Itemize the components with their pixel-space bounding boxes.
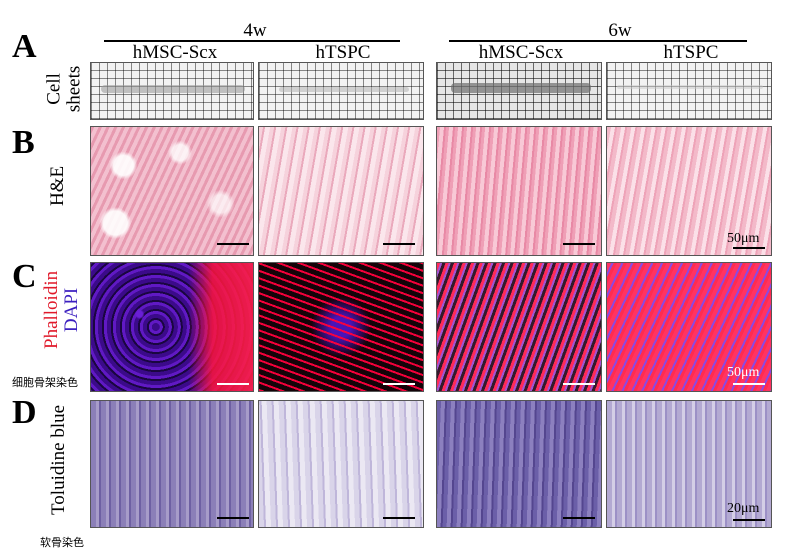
scale-label-he: 50μm [727, 231, 760, 246]
toluidine-image-hmsc-scx-6w [436, 400, 602, 528]
row-label-he-wrap: H&E [28, 166, 88, 206]
he-image-hmsc-scx-4w [90, 126, 254, 256]
toluidine-image-htspc-6w: 20μm [606, 400, 772, 528]
toluidine-image-htspc-4w [258, 400, 424, 528]
fluorescence-image-hmsc-scx-4w [90, 262, 254, 392]
time-label-6w: 6w [608, 20, 632, 41]
scale-bar [563, 243, 595, 245]
scale-bar [563, 383, 595, 385]
scale-bar [217, 243, 249, 245]
column-header-hmsc-scx-6w: hMSC-Scx [478, 42, 564, 63]
scale-bar [383, 243, 415, 245]
row-label-he: H&E [47, 165, 69, 207]
he-image-hmsc-scx-6w [436, 126, 602, 256]
scale-bar [383, 517, 415, 519]
cell-sheet-image-hmsc-scx-4w [90, 62, 254, 120]
toluidine-image-hmsc-scx-4w [90, 400, 254, 528]
scale-label-fluorescence: 50μm [727, 365, 760, 380]
scale-bar [733, 519, 765, 521]
fluorescence-image-htspc-6w: 50μm [606, 262, 772, 392]
header-rule-6w [449, 40, 747, 42]
column-header-hmsc-scx-4w: hMSC-Scx [132, 42, 218, 63]
annotation-phalloidin-cn: 细胞骨架染色 [12, 376, 78, 389]
panel-letter-c: C [12, 258, 37, 295]
row-label-cell: Cell [43, 73, 65, 105]
annotation-toluidine-cn: 软骨染色 [40, 536, 84, 549]
he-image-htspc-4w [258, 126, 424, 256]
row-label-toluidine: Toluidine blue [48, 404, 70, 516]
column-header-htspc-6w: hTSPC [663, 42, 719, 63]
cell-sheet-image-htspc-6w [606, 62, 772, 120]
fluorescence-image-htspc-4w [258, 262, 424, 392]
scale-bar [383, 383, 415, 385]
row-label-sheets: sheets [63, 65, 84, 113]
cell-sheet-image-hmsc-scx-6w [436, 62, 602, 120]
he-image-htspc-6w: 50μm [606, 126, 772, 256]
scale-bar [217, 383, 249, 385]
header-rule-4w [104, 40, 400, 42]
scale-bar [563, 517, 595, 519]
panel-letter-b: B [12, 124, 35, 161]
time-label-4w: 4w [243, 20, 267, 41]
row-label-dapi: DAPI [61, 287, 82, 333]
panel-letter-a: A [12, 28, 37, 65]
fluorescence-image-hmsc-scx-6w [436, 262, 602, 392]
row-label-phalloidin: Phalloidin [41, 270, 63, 350]
column-header-htspc-4w: hTSPC [315, 42, 371, 63]
cell-sheet-image-htspc-4w [258, 62, 424, 120]
scale-bar [733, 247, 765, 249]
panel-letter-d: D [12, 394, 37, 431]
scale-bar [217, 517, 249, 519]
scale-label-toluidine: 20μm [727, 501, 760, 516]
scale-bar [733, 383, 765, 385]
